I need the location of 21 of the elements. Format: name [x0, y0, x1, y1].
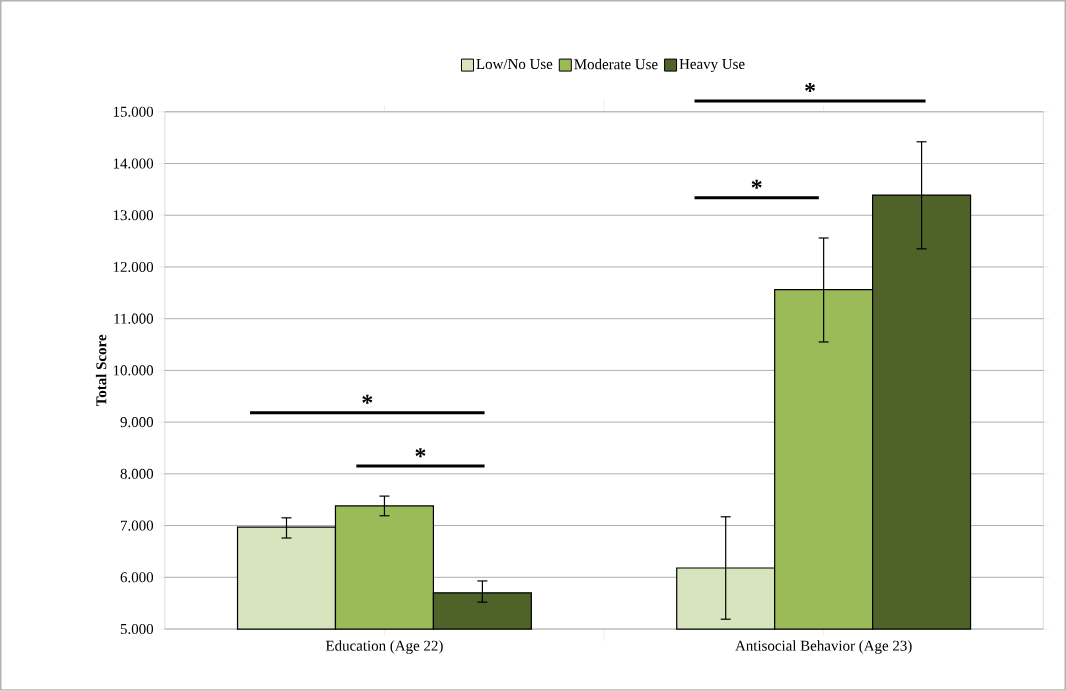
- y-tick-label: 5.000: [120, 624, 154, 635]
- y-tick-label: 7.000: [120, 520, 154, 531]
- text: *: [805, 83, 816, 93]
- legend-label: Heavy Use: [679, 59, 745, 73]
- y-tick-label: 11.000: [114, 313, 154, 324]
- y-tick-label: 14.000: [113, 158, 154, 169]
- y-axis-title: Total Score: [95, 334, 107, 407]
- x-tick-label: Antisocial Behavior (Age 23): [735, 640, 912, 654]
- annotation: *: [415, 448, 426, 458]
- y-tick-label: 12.000: [113, 261, 154, 273]
- legend-label: Moderate Use: [574, 58, 658, 70]
- annotation: *: [751, 179, 762, 189]
- legend-label: Low/No Use: [476, 59, 553, 70]
- x-tick-label: Education (Age 22): [325, 640, 443, 654]
- y-tick-label: 10.000: [113, 365, 154, 376]
- y-tick-label: 6.000: [120, 572, 154, 583]
- y-tick-label: 15.000: [113, 106, 154, 117]
- y-tick-label: 13.000: [113, 210, 154, 221]
- y-tick-label: 9.000: [120, 417, 154, 428]
- annotation: *: [362, 394, 373, 404]
- y-tick-label: 8.000: [120, 468, 154, 480]
